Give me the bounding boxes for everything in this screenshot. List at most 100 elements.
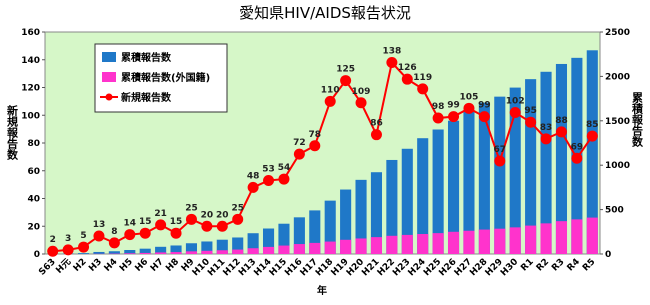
value-label: 109 — [352, 87, 371, 97]
point — [356, 97, 367, 108]
legend-swatch — [102, 72, 116, 82]
y-tick-label: 40 — [27, 195, 40, 205]
x-tick-label: R5 — [581, 257, 597, 273]
value-label: 25 — [231, 203, 244, 213]
value-label: 14 — [124, 219, 137, 229]
value-label: 125 — [336, 65, 355, 75]
value-label: 67 — [494, 145, 507, 155]
point — [201, 221, 212, 232]
bar — [525, 226, 536, 254]
bar — [402, 235, 413, 254]
bar — [386, 236, 397, 254]
y2-tick-label: 1500 — [605, 117, 630, 127]
value-label: 15 — [139, 217, 152, 227]
x-tick-label: H30 — [499, 257, 520, 278]
value-label: 5 — [80, 231, 86, 241]
point — [402, 74, 413, 85]
value-label: 2 — [50, 235, 56, 245]
bar — [479, 230, 490, 254]
x-tick-label: R2 — [535, 257, 551, 273]
point — [109, 237, 120, 248]
point — [494, 156, 505, 167]
point — [78, 242, 89, 253]
x-tick-label: H元 — [54, 256, 73, 275]
value-label: 83 — [540, 123, 553, 133]
y2-tick-label: 1000 — [605, 161, 630, 171]
value-label: 86 — [370, 119, 383, 129]
y-tick-label: 100 — [21, 111, 40, 121]
bar — [417, 234, 428, 254]
bar — [124, 253, 135, 254]
y-tick-label: 120 — [21, 84, 40, 94]
y2-axis-label: 累積報告数 — [631, 92, 645, 148]
point — [93, 230, 104, 241]
point — [541, 133, 552, 144]
value-label: 21 — [154, 209, 167, 219]
y-tick-label: 20 — [27, 222, 40, 232]
y2-tick-label: 2000 — [605, 72, 630, 82]
point — [571, 153, 582, 164]
y-tick-label: 160 — [21, 28, 40, 38]
bar — [217, 250, 228, 254]
bar — [78, 253, 89, 254]
point — [294, 149, 305, 160]
y-tick-label: 140 — [21, 56, 40, 66]
point — [263, 175, 274, 186]
legend-label: 累積報告数(外国籍) — [121, 71, 210, 84]
x-tick-label: H7 — [149, 257, 166, 274]
bar — [355, 238, 366, 254]
point — [47, 246, 58, 257]
x-tick-label: R1 — [519, 257, 535, 273]
chart-title: 愛知県HIV/AIDS報告状況 — [239, 4, 411, 22]
bar — [433, 233, 444, 254]
point — [525, 117, 536, 128]
bar — [263, 247, 274, 254]
y-tick-label: 80 — [27, 139, 40, 149]
bar — [93, 252, 104, 254]
x-tick-label: H5 — [118, 257, 135, 274]
value-label: 105 — [460, 92, 479, 102]
point — [248, 182, 259, 193]
point — [186, 214, 197, 225]
bar — [510, 227, 521, 254]
point — [587, 131, 598, 142]
bar — [155, 252, 166, 254]
value-label: 13 — [93, 220, 106, 230]
point — [140, 228, 151, 239]
point — [309, 140, 320, 151]
point — [171, 228, 182, 239]
value-label: 54 — [278, 163, 291, 173]
bar — [140, 253, 151, 254]
value-label: 119 — [413, 73, 432, 83]
x-tick-label: H3 — [87, 257, 104, 274]
legend-swatch — [102, 52, 116, 62]
value-label: 3 — [65, 234, 71, 244]
point — [510, 107, 521, 118]
bar — [294, 244, 305, 254]
value-label: 78 — [309, 130, 322, 140]
bar — [309, 243, 320, 254]
point — [278, 174, 289, 185]
point — [556, 126, 567, 137]
point — [340, 75, 351, 86]
x-tick-label: H4 — [103, 257, 120, 274]
bar — [587, 218, 598, 254]
value-label: 48 — [247, 171, 260, 181]
bar — [448, 232, 459, 254]
bar — [571, 219, 582, 254]
point — [371, 129, 382, 140]
point — [63, 244, 74, 255]
x-tick-label: R3 — [550, 257, 566, 273]
bar — [201, 251, 212, 254]
bar — [463, 231, 474, 254]
bar — [556, 221, 567, 254]
y-tick-label: 60 — [27, 167, 40, 177]
value-label: 85 — [586, 120, 599, 130]
y-axis-label: 新規報告数 — [6, 104, 19, 161]
point — [448, 111, 459, 122]
bar — [494, 229, 505, 254]
point — [155, 219, 166, 230]
value-label: 8 — [111, 227, 117, 237]
legend-label: 新規報告数 — [121, 91, 172, 104]
